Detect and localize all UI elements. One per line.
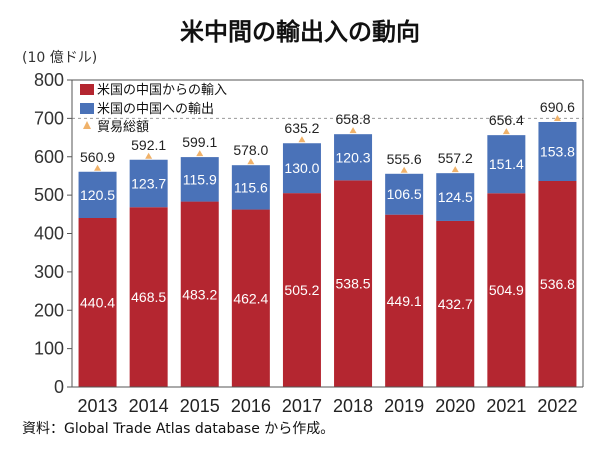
source-note: 資料：Global Trade Atlas database から作成。 (22, 421, 334, 437)
y-tick-label: 400 (34, 224, 64, 244)
bar-exports-2016 (231, 165, 270, 210)
y-axis-ticks: 0 100 200 300 400 500 600 700 800 (34, 70, 72, 397)
total-value-label: 592.1 (131, 137, 166, 153)
total-marker (553, 114, 561, 121)
x-tick-label: 2014 (129, 396, 169, 416)
total-value-label: 557.2 (438, 150, 473, 166)
imports-value-label: 468.5 (131, 289, 166, 305)
bar-exports-2018 (334, 134, 373, 181)
total-marker (451, 166, 459, 173)
bar-imports-2020 (436, 220, 475, 387)
exports-value-label: 153.8 (540, 143, 575, 159)
y-tick-label: 200 (34, 300, 64, 320)
total-value-label: 578.0 (233, 142, 268, 158)
total-marker (247, 158, 255, 165)
legend-label-exports: 米国の中国への輸出 (97, 102, 214, 117)
bar-exports-2017 (282, 143, 321, 194)
imports-value-label: 505.2 (284, 282, 319, 298)
imports-value-label: 504.9 (489, 282, 524, 298)
bar-labels: 440.4 120.5 560.9 468.5 123.7 592.1 483.2 115.9… (80, 99, 575, 312)
x-tick-label: 2018 (333, 396, 373, 416)
total-marker (349, 127, 357, 134)
legend-triangle-marker (83, 121, 91, 129)
total-marker (196, 150, 204, 157)
imports-value-label: 449.1 (387, 293, 422, 309)
exports-value-label: 123.7 (131, 175, 166, 191)
legend-label-imports: 米国の中国からの輸入 (97, 83, 227, 98)
bar-exports-2022 (538, 121, 577, 182)
bar-imports-2013 (78, 217, 117, 387)
x-tick-label: 2021 (486, 396, 526, 416)
total-value-label: 555.6 (387, 151, 422, 167)
bar-imports-2019 (385, 214, 424, 387)
y-tick-label: 0 (54, 377, 64, 397)
total-value-label: 599.1 (182, 134, 217, 150)
imports-value-label: 440.4 (80, 294, 115, 310)
x-tick-label: 2016 (231, 396, 271, 416)
x-tick-label: 2013 (78, 396, 118, 416)
bar-exports-2019 (385, 173, 424, 215)
x-tick-label: 2015 (180, 396, 220, 416)
x-tick-label: 2022 (537, 396, 577, 416)
y-tick-label: 100 (34, 339, 64, 359)
total-marker (145, 152, 153, 159)
exports-value-label: 124.5 (438, 189, 473, 205)
bar-imports-2018 (334, 180, 373, 387)
legend: 米国の中国からの輸入 米国の中国への輸出 貿易総額 (80, 83, 227, 135)
bar-imports-2022 (538, 181, 577, 387)
total-marker (400, 166, 408, 173)
total-value-label: 635.2 (284, 120, 319, 136)
bar-imports-2014 (129, 207, 168, 387)
x-tick-label: 2019 (384, 396, 424, 416)
x-tick-label: 2017 (282, 396, 322, 416)
exports-value-label: 115.9 (183, 171, 217, 187)
bar-exports-2013 (78, 171, 117, 218)
imports-value-label: 432.7 (438, 296, 473, 312)
bar-imports-2017 (282, 193, 321, 387)
exports-value-label: 151.4 (489, 156, 524, 172)
total-marker (298, 136, 306, 143)
exports-value-label: 106.5 (387, 186, 422, 202)
exports-value-label: 120.5 (80, 187, 115, 203)
exports-value-label: 115.6 (234, 179, 268, 195)
total-value-label: 690.6 (540, 99, 575, 115)
legend-swatch-exports (80, 103, 94, 114)
y-tick-label: 300 (34, 262, 64, 282)
y-tick-label: 700 (34, 108, 64, 128)
y-unit-label: (10 億ドル) (22, 50, 97, 66)
total-value-label: 560.9 (80, 149, 115, 165)
bar-exports-2021 (487, 135, 526, 194)
x-axis-ticks: 2013 2014 2015 2016 2017 2018 2019 2020 2021 2022 (78, 396, 578, 416)
exports-value-label: 130.0 (284, 160, 319, 176)
imports-value-label: 483.2 (182, 286, 217, 302)
bar-imports-2016 (231, 209, 270, 387)
legend-swatch-imports (80, 84, 94, 95)
y-tick-label: 500 (34, 185, 64, 205)
bars (78, 121, 577, 387)
y-tick-label: 800 (34, 70, 64, 90)
legend-label-totals: 貿易総額 (97, 120, 149, 135)
total-value-label: 658.8 (336, 111, 371, 127)
imports-value-label: 538.5 (336, 276, 371, 292)
total-marker (94, 164, 102, 171)
bar-exports-2015 (180, 157, 219, 202)
total-value-label: 656.4 (489, 112, 524, 128)
bar-exports-2020 (436, 173, 475, 221)
bar-exports-2014 (129, 159, 168, 208)
exports-value-label: 120.3 (336, 149, 371, 165)
total-marker (502, 128, 510, 135)
bar-imports-2015 (180, 201, 219, 387)
imports-value-label: 462.4 (233, 290, 268, 306)
imports-value-label: 536.8 (540, 276, 575, 292)
y-tick-label: 600 (34, 147, 64, 167)
bar-imports-2021 (487, 193, 526, 387)
x-tick-label: 2020 (435, 396, 475, 416)
chart-title: 米中間の輸出入の動向 (180, 18, 420, 46)
